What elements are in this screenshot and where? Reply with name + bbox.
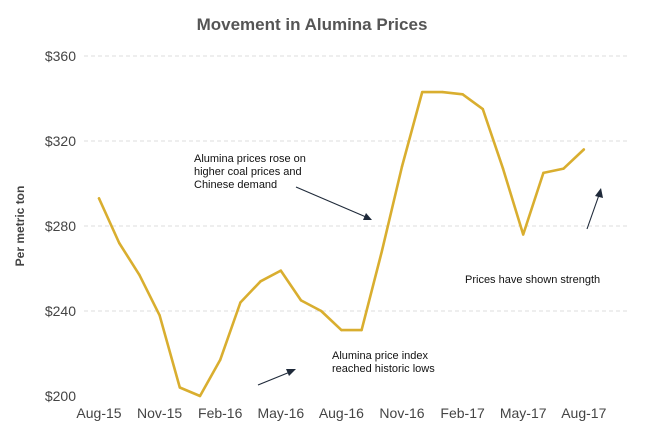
annotation-rise: Alumina prices rose on higher coal price… — [194, 153, 306, 191]
data-point — [461, 93, 464, 96]
data-point — [320, 309, 323, 313]
data-point — [380, 250, 383, 253]
x-tick-label: Aug-15 — [76, 405, 121, 421]
x-tick-label: May-17 — [500, 405, 547, 421]
data-point — [118, 241, 121, 245]
y-tick-label: $240 — [45, 303, 76, 319]
data-point — [299, 299, 303, 302]
data-point — [178, 386, 181, 389]
grid-lines — [84, 55, 628, 312]
annotation-lows: Alumina price index reached historic low… — [332, 350, 435, 375]
y-tick-label: $280 — [45, 218, 76, 234]
data-point — [562, 167, 565, 170]
arrow-lows — [257, 369, 296, 386]
data-point — [239, 301, 242, 304]
data-point — [441, 90, 444, 94]
x-tick-label: Nov-16 — [379, 405, 424, 421]
data-point — [360, 328, 363, 332]
annotation-rise-line-2: higher coal prices and — [194, 166, 302, 178]
annotation-lows-line-2: reached historic lows — [332, 363, 435, 375]
annotation-rise-line-1: Alumina prices rose on — [194, 153, 306, 165]
data-point — [158, 314, 161, 317]
data-point — [138, 273, 141, 277]
x-tick-label: May-16 — [257, 405, 304, 421]
annotation-strength: Prices have shown strength — [465, 274, 600, 286]
data-point — [522, 233, 525, 236]
data-point — [582, 148, 585, 151]
data-point — [501, 167, 505, 170]
x-tick-labels: Aug-15 Nov-15 Feb-16 May-16 Aug-16 Nov-16 Feb-… — [76, 405, 606, 421]
data-point — [340, 328, 343, 332]
y-axis-label: Per metric ton — [13, 186, 27, 267]
price-series — [97, 90, 586, 398]
data-point — [400, 165, 404, 168]
arrow-rise — [295, 186, 372, 220]
data-point — [97, 197, 101, 200]
x-tick-label: Feb-17 — [440, 405, 485, 421]
y-tick-label: $320 — [45, 133, 76, 149]
data-point — [219, 358, 222, 362]
data-point — [421, 90, 424, 94]
x-tick-label: Feb-16 — [198, 405, 243, 421]
y-tick-label: $200 — [45, 388, 76, 404]
y-tick-labels: $200 $240 $280 $320 $360 — [45, 48, 76, 404]
arrow-strength — [586, 188, 603, 230]
data-point — [259, 280, 262, 283]
data-point — [481, 107, 484, 111]
annotation-rise-line-3: Chinese demand — [194, 179, 277, 191]
data-point — [198, 394, 202, 398]
data-point — [542, 171, 545, 175]
x-tick-label: Aug-17 — [561, 405, 606, 421]
annotation-lows-line-1: Alumina price index — [332, 350, 428, 362]
y-tick-label: $360 — [45, 48, 76, 64]
annotation-strength-line-1: Prices have shown strength — [465, 274, 600, 286]
data-point — [279, 269, 282, 272]
chart-title: Movement in Alumina Prices — [197, 15, 428, 34]
x-tick-label: Nov-15 — [137, 405, 182, 421]
x-tick-label: Aug-16 — [319, 405, 364, 421]
